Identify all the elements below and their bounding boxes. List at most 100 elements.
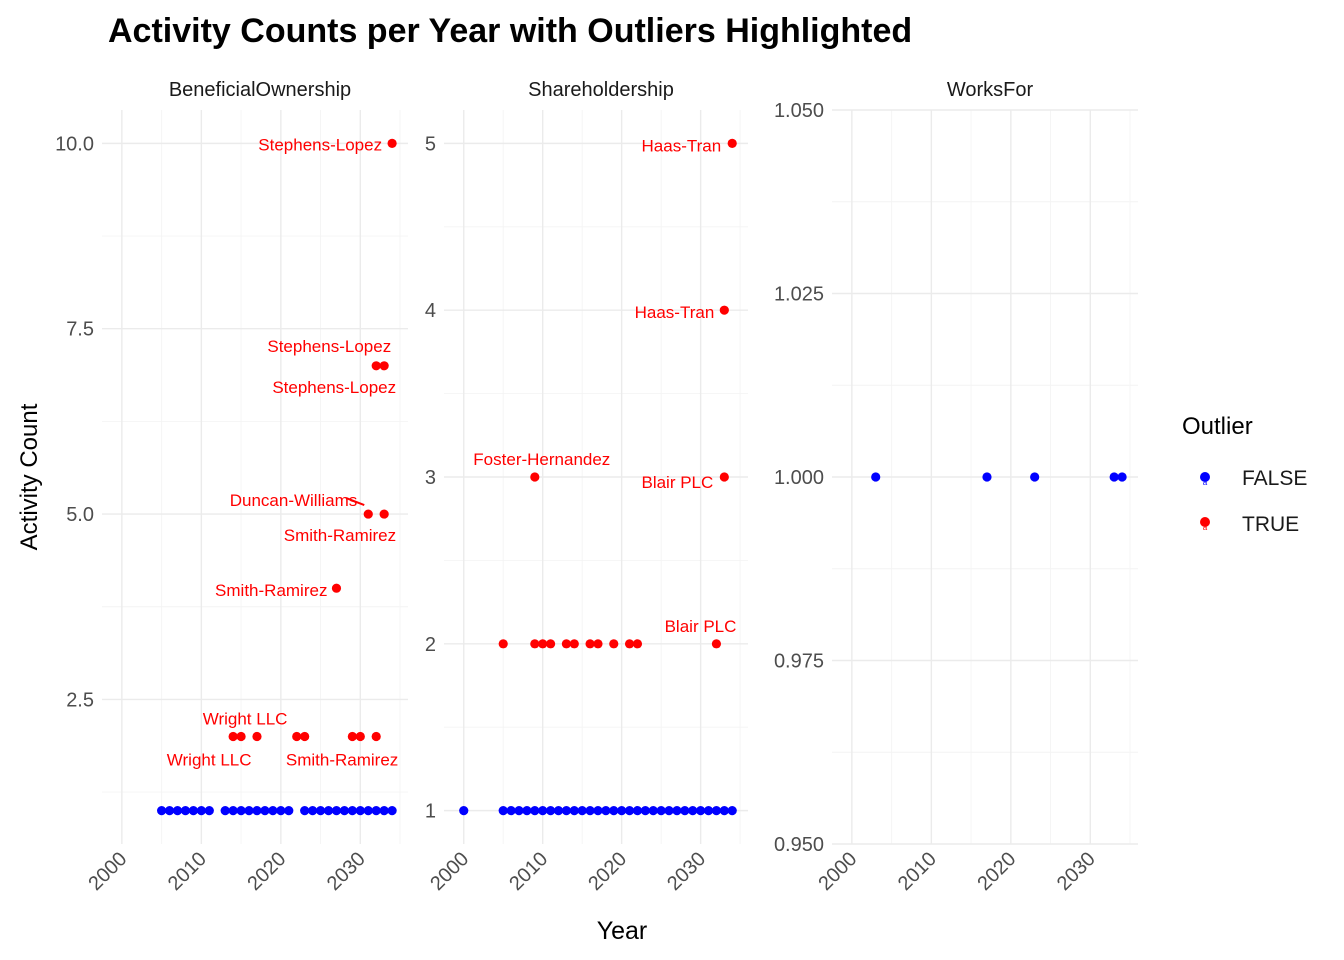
outlier-label: Foster-Hernandez	[473, 450, 610, 469]
y-axis-title: Activity Count	[16, 403, 43, 550]
point-outlier-false	[347, 806, 357, 816]
point-outlier-false	[688, 806, 698, 816]
legend-key-true-glyph: a	[1203, 523, 1208, 532]
point-outlier-true	[719, 472, 729, 482]
point-outlier-false	[648, 806, 658, 816]
label-leader-line	[345, 497, 365, 507]
point-outlier-false	[300, 806, 310, 816]
outlier-label: Stephens-Lopez	[267, 337, 391, 356]
x-tick-label: 2020	[973, 848, 1020, 895]
point-outlier-false	[323, 806, 334, 816]
point-outlier-false	[545, 806, 556, 816]
y-tick-label: 1.025	[774, 284, 824, 306]
point-outlier-false	[696, 806, 706, 816]
x-tick-label: 2010	[505, 848, 552, 895]
point-outlier-false	[585, 806, 595, 816]
point-outlier-false	[363, 806, 373, 816]
point-outlier-false	[530, 806, 540, 816]
point-outlier-false	[331, 806, 342, 816]
y-tick-label: 1	[425, 801, 436, 823]
point-outlier-false	[664, 806, 674, 816]
point-outlier-false	[569, 806, 579, 816]
point-outlier-false	[387, 806, 397, 816]
point-outlier-false	[379, 806, 389, 816]
point-outlier-true	[252, 731, 262, 742]
point-outlier-true	[379, 509, 389, 519]
panel-shareholdership: Shareholdership 1 2 3 4 5 2000 2010 2020 2030 Haas…	[425, 79, 748, 895]
point-outlier-true	[355, 731, 365, 742]
point-outlier-false	[711, 806, 722, 816]
point-outlier-false	[268, 806, 278, 816]
point-outlier-false	[640, 806, 650, 816]
point-outlier-false	[514, 806, 524, 816]
point-outlier-false	[157, 806, 167, 816]
point-outlier-true	[371, 731, 381, 742]
point-outlier-false	[593, 806, 603, 816]
point-outlier-true	[236, 731, 246, 742]
point-outlier-false	[188, 806, 199, 816]
point-outlier-true	[530, 639, 540, 649]
point-outlier-false	[236, 806, 246, 816]
point-outlier-true	[498, 639, 508, 649]
y-tick-label: 1.050	[774, 100, 824, 122]
point-outlier-false	[180, 806, 191, 816]
x-tick-label: 2030	[323, 848, 370, 895]
legend-key-true-point	[1200, 517, 1210, 527]
x-tick-label: 2000	[426, 848, 473, 895]
point-outlier-true	[530, 472, 540, 482]
point-outlier-false	[982, 472, 992, 482]
point-outlier-true	[719, 305, 729, 315]
point-outlier-true	[624, 639, 635, 649]
point-outlier-false	[355, 806, 365, 816]
point-outlier-true	[331, 583, 342, 593]
point-outlier-false	[459, 806, 469, 816]
point-outlier-false	[538, 806, 548, 816]
y-tick-label: 10.0	[55, 133, 94, 155]
y-tick-label: 2.5	[66, 689, 94, 711]
facet-strip-label: BeneficialOwnership	[169, 79, 351, 101]
point-outlier-true	[569, 639, 579, 649]
y-tick-label: 3	[425, 467, 436, 489]
point-outlier-true	[538, 639, 548, 649]
point-outlier-false	[220, 806, 230, 816]
panel-beneficialownership: BeneficialOwnership 2.5 5.0 7.5 10.0 2000 2010…	[55, 79, 408, 895]
point-outlier-false	[522, 806, 532, 816]
point-outlier-false	[617, 806, 627, 816]
x-axis-title: Year	[597, 917, 648, 945]
point-outlier-false	[260, 806, 270, 816]
point-outlier-false	[1117, 472, 1127, 482]
point-outlier-false	[498, 806, 508, 816]
point-outlier-false	[172, 806, 183, 816]
point-outlier-false	[252, 806, 262, 816]
point-outlier-false	[727, 806, 737, 816]
point-outlier-false	[553, 806, 564, 816]
y-tick-label: 4	[425, 300, 436, 322]
legend-label-true: TRUE	[1242, 513, 1299, 536]
point-outlier-true	[561, 639, 571, 649]
point-outlier-true	[585, 639, 595, 649]
point-outlier-false	[871, 472, 881, 482]
point-outlier-true	[379, 361, 389, 371]
point-outlier-false	[1030, 472, 1040, 482]
point-outlier-false	[284, 806, 294, 816]
x-tick-label: 2010	[894, 848, 941, 895]
outlier-label: Duncan-Williams	[230, 491, 358, 510]
facet-strip-label: WorksFor	[947, 79, 1034, 101]
point-outlier-false	[609, 806, 619, 816]
outlier-label: Blair PLC	[641, 473, 713, 492]
point-outlier-false	[680, 806, 690, 816]
outlier-label: Haas-Tran	[635, 303, 715, 322]
y-tick-label: 5.0	[66, 504, 94, 526]
outlier-label: Stephens-Lopez	[258, 135, 382, 154]
outlier-label: Blair PLC	[665, 617, 737, 636]
legend-key-false-point	[1200, 472, 1210, 482]
point-outlier-true	[371, 361, 381, 371]
point-outlier-true	[228, 731, 238, 742]
x-tick-label: 2020	[243, 848, 290, 895]
y-tick-label: 5	[425, 133, 436, 155]
point-outlier-false	[196, 806, 206, 816]
point-outlier-false	[656, 806, 666, 816]
point-outlier-true	[593, 639, 603, 649]
point-outlier-false	[339, 806, 350, 816]
point-outlier-true	[300, 731, 310, 742]
